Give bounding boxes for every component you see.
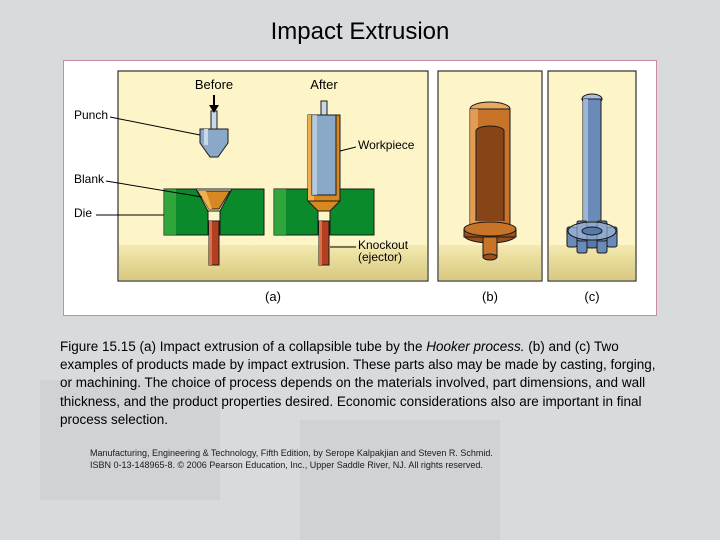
page-title: Impact Extrusion	[0, 0, 720, 46]
footer-credits: Manufacturing, Engineering & Technology,…	[90, 447, 630, 471]
svg-text:Knockout(ejector): Knockout(ejector)	[358, 238, 409, 264]
svg-text:Workpiece: Workpiece	[358, 138, 415, 152]
svg-text:After: After	[310, 77, 338, 92]
figure-svg: Before After Punch Blank Die Workpiece Knockou…	[64, 61, 656, 315]
svg-text:(c): (c)	[584, 289, 599, 304]
svg-text:(a): (a)	[265, 289, 281, 304]
footer-line2: ISBN 0-13-148965-8. © 2006 Pearson Educa…	[90, 459, 630, 471]
figure-frame: Before After Punch Blank Die Workpiece Knockou…	[63, 60, 657, 316]
figure-caption: Figure 15.15 (a) Impact extrusion of a c…	[60, 338, 660, 429]
svg-text:Before: Before	[195, 77, 233, 92]
svg-text:Die: Die	[74, 206, 92, 220]
svg-text:Blank: Blank	[74, 172, 105, 186]
footer-line1: Manufacturing, Engineering & Technology,…	[90, 447, 630, 459]
caption-italic: Hooker process.	[426, 339, 524, 354]
caption-prefix: Figure 15.15 (a) Impact extrusion of a c…	[60, 339, 426, 354]
svg-text:Punch: Punch	[74, 108, 108, 122]
svg-text:(b): (b)	[482, 289, 498, 304]
